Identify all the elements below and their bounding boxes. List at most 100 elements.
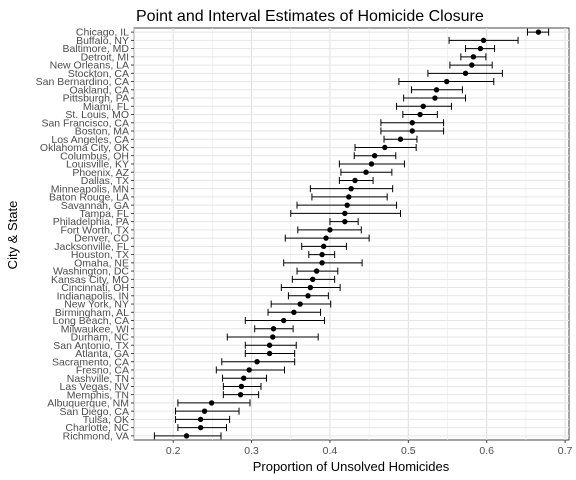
estimate-point [270, 334, 276, 340]
estimate-point [323, 235, 329, 241]
city-estimate [221, 358, 296, 366]
city-estimate [254, 325, 294, 333]
city-estimate [287, 292, 329, 300]
city-label: Denver, CO [74, 233, 129, 245]
city-label: New York, NY [64, 299, 129, 311]
estimate-point [319, 251, 325, 258]
x-tick-label: 0.5 [401, 445, 416, 457]
estimate-point [237, 391, 244, 398]
city-estimate [354, 143, 417, 151]
city-estimate [226, 333, 319, 341]
estimate-point [291, 309, 297, 315]
estimate-point [342, 210, 348, 217]
city-label: Chicago, IL [76, 27, 129, 39]
estimate-point [477, 45, 484, 52]
city-label: Milwaukee, WI [61, 323, 129, 335]
city-label: Albuquerque, NM [47, 398, 129, 410]
estimate-point [342, 218, 348, 225]
city-estimate [380, 127, 445, 135]
estimate-point [281, 317, 287, 324]
city-estimate [222, 391, 260, 399]
city-estimate [296, 267, 339, 275]
city-estimate [270, 300, 332, 308]
city-estimate [353, 152, 397, 160]
city-label: Omaha, NE [74, 257, 129, 269]
city-estimate [465, 45, 496, 53]
estimate-point [266, 350, 273, 357]
city-label: St. Louis, MO [65, 109, 129, 121]
city-estimate [526, 28, 550, 36]
city-label: Miami, FL [83, 101, 129, 113]
city-estimate [308, 251, 336, 259]
city-estimate [283, 259, 363, 267]
city-label: Pittsburgh, PA [63, 93, 129, 105]
city-label: Stockton, CA [68, 68, 129, 80]
x-tick-label: 0.7 [558, 445, 573, 457]
estimate-point [348, 185, 354, 192]
estimate-point [208, 400, 215, 406]
city-estimate [338, 176, 374, 184]
city-estimate [291, 275, 336, 283]
city-estimate [175, 415, 231, 423]
city-label: Minneapolis, MN [51, 183, 129, 195]
city-label: New Orleans, LA [50, 60, 129, 72]
city-label: Oklahoma City, OK [40, 142, 129, 154]
city-label: San Francisco, CA [41, 117, 129, 129]
city-estimate [153, 432, 222, 440]
city-label: Louisville, KY [66, 159, 129, 171]
city-label: Indianapolis, IN [57, 290, 129, 302]
city-estimate [222, 374, 267, 382]
estimate-point [409, 120, 415, 126]
city-estimate [175, 407, 240, 415]
city-label: Fresno, CA [76, 365, 129, 377]
plot-background [133, 27, 570, 441]
city-label: Baton Rouge, LA [49, 192, 129, 204]
estimate-point [197, 424, 204, 431]
city-estimate [396, 102, 452, 110]
city-estimate [338, 160, 405, 168]
city-label: Buffalo, NY [76, 35, 129, 47]
city-estimate [380, 119, 445, 127]
city-label: Richmond, VA [63, 430, 129, 442]
estimate-point [444, 78, 450, 85]
estimate-point [344, 202, 350, 208]
estimate-point [319, 260, 325, 266]
city-estimate [340, 168, 393, 176]
city-label: Memphis, TN [67, 389, 129, 401]
city-estimate [297, 226, 362, 234]
city-estimate [460, 53, 487, 61]
city-label: Durham, NC [71, 332, 130, 344]
estimate-point [462, 70, 469, 77]
city-estimate [177, 399, 251, 407]
city-label: Charlotte, NC [65, 422, 129, 434]
city-label: Savannah, GA [61, 200, 129, 212]
city-estimate [309, 185, 394, 193]
estimate-point [313, 268, 320, 274]
estimate-point [183, 433, 190, 439]
estimate-point [307, 284, 314, 291]
city-label: Los Angeles, CA [51, 134, 129, 146]
city-label: Kansas City, MO [51, 274, 129, 286]
city-label: Birmingham, AL [55, 307, 129, 319]
city-estimate [267, 308, 322, 316]
city-label: Jacksonville, FL [54, 241, 129, 253]
plot-panel [133, 27, 570, 441]
city-label: Houston, TX [71, 249, 129, 261]
estimate-point [254, 359, 260, 365]
city-estimate [280, 284, 341, 292]
estimate-point [197, 416, 204, 423]
city-estimate [403, 94, 467, 102]
city-label: Washington, DC [53, 266, 129, 278]
city-label: Phoenix, AZ [72, 167, 129, 179]
city-estimate [398, 78, 495, 86]
city-label: Sacramento, CA [52, 356, 129, 368]
estimate-point [238, 383, 245, 390]
city-label: Cincinnati, OH [61, 282, 129, 294]
city-estimate [301, 242, 347, 250]
city-estimate [215, 366, 285, 374]
y-axis-title: City & State [5, 201, 20, 270]
city-estimate [177, 424, 227, 432]
estimate-point [201, 408, 208, 414]
